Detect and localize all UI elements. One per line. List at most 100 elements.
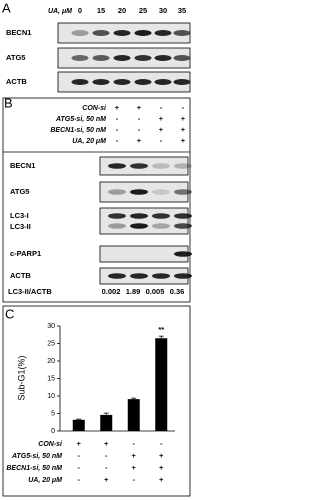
bar: [100, 414, 113, 431]
blot-band: [113, 30, 131, 36]
treatment-sign: +: [104, 475, 109, 484]
treatment-sign: +: [104, 439, 109, 448]
blot-band: [134, 30, 152, 36]
panel-label: C: [5, 306, 14, 321]
blot-band: [113, 55, 131, 61]
blot-band: [152, 223, 170, 229]
dose-label: 0: [78, 6, 82, 15]
blot-band: [152, 213, 170, 219]
blot-band: [108, 213, 126, 219]
y-tick-label: 25: [47, 340, 55, 347]
blot-band: [174, 273, 192, 279]
treatment-label: CON-si: [38, 441, 63, 448]
bar: [155, 338, 168, 431]
blot-band: [92, 30, 110, 36]
blot-band: [154, 79, 172, 85]
blot-label: ACTB: [10, 271, 31, 280]
treatment-sign: -: [138, 125, 141, 134]
treatment-sign: +: [159, 114, 164, 123]
dose-label: 15: [97, 6, 105, 15]
blot-band: [130, 273, 148, 279]
treatment-sign: -: [78, 475, 81, 484]
y-axis-label: Sub-G1(%): [16, 355, 26, 400]
bar: [127, 399, 140, 431]
treatment-label: BECN1-si, 50 nM: [50, 127, 106, 134]
blot-label: ACTB: [6, 77, 27, 86]
blot-band: [108, 223, 126, 229]
treatment-sign: +: [137, 136, 142, 145]
blot-band: [130, 163, 148, 169]
blot-band: [174, 163, 192, 169]
blot-label: LC3-II: [10, 222, 31, 231]
blot-band: [108, 163, 126, 169]
blot-band: [130, 223, 148, 229]
blot-band: [71, 79, 89, 85]
error-bar: [76, 418, 82, 420]
treatment-sign: +: [132, 463, 137, 472]
blot-label: LC3-I: [10, 211, 29, 220]
blot-band: [92, 79, 110, 85]
blot-band: [108, 189, 126, 195]
blot-band: [152, 189, 170, 195]
treatment-label: BECN1-si, 50 nM: [6, 465, 62, 472]
error-bar: [158, 335, 164, 339]
blot-band: [174, 251, 192, 257]
y-tick-label: 20: [47, 358, 55, 365]
dose-label: 20: [118, 6, 126, 15]
ratio-value: 0.002: [102, 287, 121, 296]
treatment-sign: -: [78, 451, 81, 460]
error-bar: [131, 397, 137, 400]
treatment-label: UA, 20 μM: [28, 477, 62, 484]
ratio-value: 1.89: [126, 287, 141, 296]
treatment-sign: +: [159, 125, 164, 134]
blot-band: [130, 213, 148, 219]
blot-label: c-PARP1: [10, 249, 41, 258]
dose-label: 30: [159, 6, 167, 15]
error-bar: [103, 412, 109, 415]
treatment-sign: +: [159, 451, 164, 460]
panel-label: A: [2, 0, 11, 15]
treatment-sign: +: [115, 103, 120, 112]
y-tick-label: 0: [51, 428, 55, 435]
treatment-label: UA, 20 μM: [72, 138, 106, 145]
blot-label: BECN1: [6, 28, 31, 37]
treatment-label: UA, μM: [48, 8, 72, 15]
figure: A UA, μM B LC3-II/ACTB C Sub-G1(%) 0 15 20…: [2, 0, 192, 497]
y-tick-label: 5: [51, 410, 55, 417]
significance-label: **: [158, 325, 164, 334]
treatment-sign: -: [138, 114, 141, 123]
blot-band: [174, 223, 192, 229]
blot-band: [152, 163, 170, 169]
blot-band: [154, 30, 172, 36]
blot-band: [134, 79, 152, 85]
treatment-sign: -: [133, 439, 136, 448]
blot-band: [134, 55, 152, 61]
blot-band: [154, 55, 172, 61]
blot-band: [71, 55, 89, 61]
treatment-sign: -: [78, 463, 81, 472]
blot-band: [130, 189, 148, 195]
y-tick-label: 10: [47, 393, 55, 400]
blot-band: [173, 55, 191, 61]
treatment-sign: +: [159, 475, 164, 484]
treatment-sign: +: [181, 114, 186, 123]
treatment-sign: +: [132, 451, 137, 460]
treatment-label: CON-si: [82, 105, 107, 112]
dose-label: 25: [139, 6, 147, 15]
treatment-sign: -: [133, 475, 136, 484]
treatment-sign: -: [160, 439, 163, 448]
blot-label: BECN1: [10, 161, 35, 170]
treatment-sign: -: [105, 451, 108, 460]
dose-label: 35: [178, 6, 186, 15]
treatment-sign: +: [137, 103, 142, 112]
treatment-sign: -: [105, 463, 108, 472]
treatment-sign: +: [159, 463, 164, 472]
blot-band: [173, 79, 191, 85]
ratio-label: LC3-II/ACTB: [8, 287, 52, 296]
panel-box: [2, 305, 191, 497]
treatment-sign: +: [77, 439, 82, 448]
blot-label: ATG5: [10, 187, 29, 196]
blot-frame: [99, 207, 189, 235]
treatment-sign: -: [116, 114, 119, 123]
treatment-sign: -: [160, 136, 163, 145]
